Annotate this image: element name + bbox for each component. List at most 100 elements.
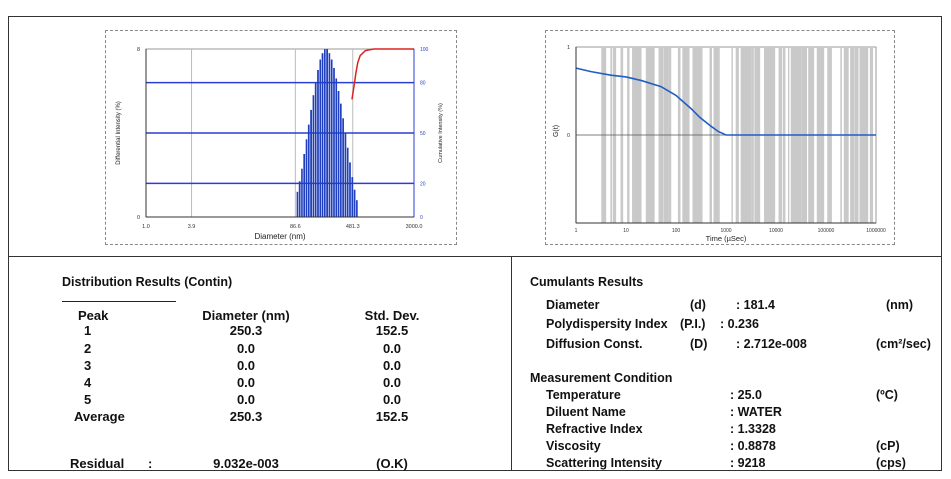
cumulant-value: : 0.236 — [720, 317, 759, 331]
diameter-cell: 0.0 — [236, 375, 256, 390]
measurement-unit: (cps) — [876, 456, 906, 470]
distribution-bar — [305, 139, 308, 217]
col-header-peak: Peak — [78, 308, 109, 323]
measurement-title: Measurement Condition — [530, 371, 673, 385]
cumulant-label: Diffusion Const. — [546, 337, 643, 351]
y-right-tick-label: 100 — [420, 47, 429, 53]
x-tick-label: 100 — [672, 228, 681, 234]
residual-label: Residual — [70, 456, 125, 471]
distribution-bar — [351, 177, 354, 217]
y-axis-label: G(t) — [553, 125, 560, 137]
measurement-unit: (ºC) — [876, 388, 898, 402]
cumulant-label: Polydispersity Index — [546, 317, 668, 331]
distribution-bar — [356, 200, 358, 217]
stddev-cell: 0.0 — [382, 392, 402, 407]
distribution-bar — [326, 49, 329, 217]
measurement-unit: (cP) — [876, 439, 900, 453]
x-tick-label: 3000.0 — [406, 224, 423, 230]
distribution-bar — [346, 147, 349, 217]
x-tick-label: 100000 — [818, 228, 835, 234]
y-axis-label: Differential Intensity (%) — [116, 101, 122, 165]
x-tick-label: 1 — [575, 228, 578, 234]
distribution-bar — [301, 168, 303, 217]
x-tick-label: 3.9 — [188, 224, 196, 230]
size-distribution-panel: 1.0 3.9 86.6 481.3 3000.0 0 8 0 20 50 80 100 Diamete… — [105, 30, 457, 245]
cumulant-unit: (cm²/sec) — [876, 337, 931, 351]
residual-status: (O.K) — [376, 456, 408, 471]
x-axis-label: Diameter (nm) — [254, 232, 305, 241]
x-tick-label: 1000000 — [866, 228, 886, 234]
stddev-cell: 152.5 — [375, 323, 409, 338]
stddev-cell: 0.0 — [382, 375, 402, 390]
x-axis-label: Time (µSec) — [706, 234, 747, 243]
cumulative-line — [351, 48, 414, 100]
peak-header-rule — [62, 301, 176, 302]
stddev-cell: 0.0 — [382, 358, 402, 373]
x-tick-label: 1000 — [720, 228, 731, 234]
distribution-bar — [317, 70, 319, 217]
distribution-bar — [296, 191, 299, 217]
cumulant-value: : 2.712e-008 — [736, 337, 807, 351]
diameter-cell: 0.0 — [236, 392, 256, 407]
y-right-tick-label: 50 — [420, 131, 426, 137]
measurement-value: : 25.0 — [730, 388, 762, 402]
distribution-bar — [330, 59, 333, 217]
col-header-diameter: Diameter (nm) — [202, 308, 290, 323]
peak-cell: Average — [74, 409, 125, 424]
measurement-value: : WATER — [730, 405, 782, 419]
size-distribution-chart: 1.0 3.9 86.6 481.3 3000.0080205080100Diamete… — [116, 47, 444, 241]
peak-cell: 1 — [84, 323, 92, 338]
measurement-value: : 1.3328 — [730, 422, 776, 436]
distribution-bar — [353, 189, 356, 217]
column-divider — [511, 256, 512, 471]
y-axis-label-right: Cumulative Intensity (%) — [438, 103, 444, 163]
distribution-title: Distribution Results (Contin) — [62, 275, 233, 289]
section-divider — [8, 256, 942, 257]
y-right-tick-label: 80 — [420, 81, 426, 87]
x-tick-label: 86.6 — [290, 224, 301, 230]
residual-value: 9.032e-003 — [213, 456, 279, 471]
distribution-bar — [344, 133, 347, 217]
distribution-bar — [312, 95, 315, 217]
y-tick-label: 1 — [567, 45, 570, 51]
distribution-bar — [321, 53, 324, 218]
measurement-value: : 9218 — [730, 456, 766, 470]
cumulant-symbol: (D) — [690, 337, 708, 351]
peak-cell: 3 — [84, 358, 92, 373]
measurement-label: Temperature — [546, 388, 621, 402]
cumulant-unit: (nm) — [886, 298, 914, 312]
y-right-tick-label: 0 — [420, 215, 423, 221]
distribution-bar — [349, 162, 351, 217]
distribution-bar — [328, 53, 331, 218]
distribution-bar — [333, 67, 335, 218]
distribution-bar — [298, 181, 301, 217]
residual-colon: : — [148, 456, 153, 471]
x-tick-label: 10000 — [769, 228, 783, 234]
cumulant-symbol: (P.I.) — [680, 317, 706, 331]
stddev-cell: 152.5 — [375, 409, 409, 424]
x-tick-label: 10 — [623, 228, 629, 234]
distribution-bar — [324, 49, 326, 217]
distribution-bar — [342, 118, 344, 217]
measurement-label: Scattering Intensity — [546, 456, 662, 470]
cumulant-value: : 181.4 — [736, 298, 775, 312]
y-tick-label: 0 — [137, 215, 140, 221]
distribution-bar — [307, 124, 310, 217]
y-tick-label: 0 — [567, 133, 570, 139]
diameter-cell: 0.0 — [236, 358, 256, 373]
distribution-bar — [314, 82, 317, 217]
diameter-cell: 250.3 — [229, 323, 263, 338]
cumulants-title: Cumulants Results — [530, 275, 644, 289]
distribution-bar — [303, 154, 306, 217]
measurement-label: Diluent Name — [546, 405, 626, 419]
report-frame — [8, 16, 942, 471]
measurement-value: : 0.8878 — [730, 439, 776, 453]
col-header-stddev: Std. Dev. — [364, 308, 420, 323]
y-right-tick-label: 20 — [420, 181, 426, 187]
cumulant-label: Diameter — [546, 298, 600, 312]
peak-cell: 5 — [84, 392, 92, 407]
distribution-bar — [310, 109, 312, 217]
correlation-line — [575, 67, 876, 136]
distribution-bar — [340, 103, 342, 217]
